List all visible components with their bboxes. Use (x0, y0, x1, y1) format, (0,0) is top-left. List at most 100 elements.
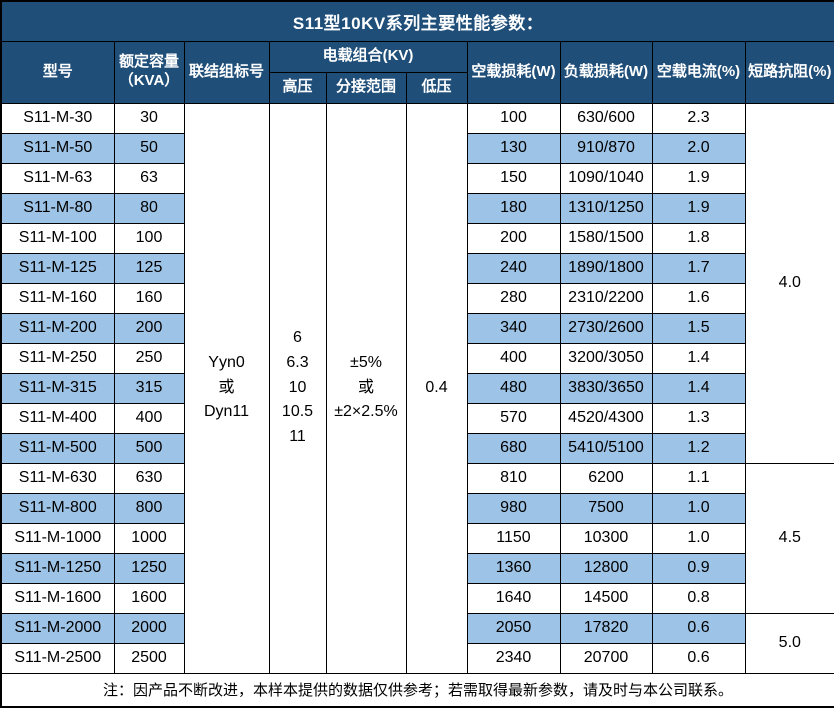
table-row: S11-M-30 30 Yyn0 或 Dyn11 6 6.3 10 10.5 11 ±5% 或 ±2×2… (0, 102, 834, 674)
no-load-loss-cell: 570 (466, 402, 561, 434)
hv-cell-line: 10 (288, 378, 307, 396)
no-load-loss-cell: 810 (466, 462, 561, 494)
no-load-loss-cell: 400 (466, 342, 561, 374)
table-row: S11-M-100 100 200 1580/1500 1.8 (0, 222, 834, 254)
col-header-model: 型号 (0, 40, 115, 104)
no-load-current-cell: 1.2 (651, 432, 746, 464)
model-cell: S11-M-80 (0, 192, 115, 224)
no-load-loss-cell: 2340 (466, 642, 561, 674)
lv-cell: 0.4 (405, 102, 468, 674)
no-load-current-cell: 1.8 (651, 222, 746, 254)
title-row: S11型10KV系列主要性能参数： (0, 0, 834, 42)
table-row: S11-M-2500 2500 2340 20700 0.6 (0, 642, 834, 674)
load-loss-cell: 630/600 (559, 102, 653, 134)
no-load-current-cell: 0.8 (651, 582, 746, 614)
header-row-2: 高压 分接范围 低压 (1, 71, 834, 104)
model-cell: S11-M-30 (0, 102, 115, 134)
table-body: S11-M-30 30 Yyn0 或 Dyn11 6 6.3 10 10.5 11 ±5% 或 ±2×2… (0, 102, 834, 674)
hv-cell-line: 10.5 (281, 403, 314, 421)
col-header-lv: 低压 (405, 71, 468, 104)
load-loss-cell: 10300 (559, 522, 653, 554)
capacity-cell: 1250 (113, 552, 185, 584)
capacity-cell: 80 (113, 192, 185, 224)
col-header-capacity: 额定容量 （KVA） (113, 40, 185, 104)
no-load-loss-cell: 1150 (466, 522, 561, 554)
col-header-impedance: 短路抗阻(%) (744, 40, 834, 104)
table-row: S11-M-800 800 980 7500 1.0 (0, 492, 834, 524)
hv-cell: 6 6.3 10 10.5 11 (268, 102, 327, 674)
no-load-current-cell: 1.9 (651, 162, 746, 194)
capacity-cell: 63 (113, 162, 185, 194)
tap-range-cell-line: ±2×2.5% (334, 403, 398, 421)
col-header-capacity-line2: （KVA） (118, 72, 180, 89)
no-load-current-cell: 1.0 (651, 522, 746, 554)
model-cell: S11-M-315 (0, 372, 115, 404)
load-loss-cell: 1090/1040 (559, 162, 653, 194)
table-row: S11-M-160 160 280 2310/2200 1.6 (0, 282, 834, 314)
no-load-current-cell: 1.4 (651, 372, 746, 404)
model-cell: S11-M-400 (0, 402, 115, 434)
no-load-current-cell: 2.3 (651, 102, 746, 134)
no-load-current-cell: 1.0 (651, 492, 746, 524)
load-loss-cell: 2310/2200 (559, 282, 653, 314)
capacity-cell: 2000 (113, 612, 185, 644)
load-loss-cell: 5410/5100 (559, 432, 653, 464)
load-loss-cell: 7500 (559, 492, 653, 524)
model-cell: S11-M-50 (0, 132, 115, 164)
no-load-loss-cell: 280 (466, 282, 561, 314)
capacity-cell: 315 (113, 372, 185, 404)
no-load-current-cell: 0.6 (651, 642, 746, 674)
no-load-loss-cell: 1360 (466, 552, 561, 584)
no-load-current-cell: 1.4 (651, 342, 746, 374)
tap-range-cell: ±5% 或 ±2×2.5% (325, 102, 407, 674)
load-loss-cell: 2730/2600 (559, 312, 653, 344)
model-cell: S11-M-200 (0, 312, 115, 344)
model-cell: S11-M-1600 (0, 582, 115, 614)
no-load-loss-cell: 980 (466, 492, 561, 524)
table-row: S11-M-400 400 570 4520/4300 1.3 (0, 402, 834, 434)
capacity-cell: 2500 (113, 642, 185, 674)
no-load-loss-cell: 200 (466, 222, 561, 254)
load-loss-cell: 4520/4300 (559, 402, 653, 434)
col-header-no-load-loss: 空载损耗(W) (466, 40, 561, 104)
table-row: S11-M-630 630 810 6200 1.1 4.5 (0, 462, 834, 614)
hv-cell-line: 6 (293, 329, 302, 346)
no-load-loss-cell: 2050 (466, 612, 561, 644)
table-row: S11-M-1250 1250 1360 12800 0.9 (0, 552, 834, 584)
load-loss-cell: 6200 (559, 462, 653, 494)
no-load-loss-cell: 680 (466, 432, 561, 464)
capacity-cell: 630 (113, 462, 185, 494)
capacity-cell: 1000 (113, 522, 185, 554)
no-load-current-cell: 0.6 (651, 612, 746, 644)
capacity-cell: 1600 (113, 582, 185, 614)
load-loss-cell: 3830/3650 (559, 372, 653, 404)
table-row: S11-M-50 50 130 910/870 2.0 (0, 132, 834, 164)
load-loss-cell: 1890/1800 (559, 252, 653, 284)
tap-range-cell-line: 或 (357, 378, 374, 396)
capacity-cell: 200 (113, 312, 185, 344)
model-cell: S11-M-125 (0, 252, 115, 284)
impedance-cell: 4.0 (744, 102, 834, 464)
capacity-cell: 500 (113, 432, 185, 464)
model-cell: S11-M-2500 (0, 642, 115, 674)
load-loss-cell: 14500 (559, 582, 653, 614)
no-load-current-cell: 2.0 (651, 132, 746, 164)
capacity-cell: 125 (113, 252, 185, 284)
table-row: S11-M-315 315 480 3830/3650 1.4 (0, 372, 834, 404)
no-load-loss-cell: 1640 (466, 582, 561, 614)
tap-range-cell-line: ±5% (350, 353, 382, 371)
model-cell: S11-M-160 (0, 282, 115, 314)
table-row: S11-M-200 200 340 2730/2600 1.5 (0, 312, 834, 344)
no-load-loss-cell: 240 (466, 252, 561, 284)
model-cell: S11-M-1250 (0, 552, 115, 584)
no-load-current-cell: 1.6 (651, 282, 746, 314)
header-row-1: 型号 额定容量 （KVA） 联结组标号 电载组合(KV) 空载损耗(W) 负载损… (0, 40, 834, 104)
col-header-hv: 高压 (268, 71, 327, 104)
no-load-current-cell: 0.9 (651, 552, 746, 584)
model-cell: S11-M-2000 (0, 612, 115, 644)
model-cell: S11-M-500 (0, 432, 115, 464)
footnote: 注：因产品不断改进，本样本提供的数据仅供参考；若需取得最新参数，请及时与本公司联… (0, 672, 834, 708)
vector-group-cell: Yyn0 或 Dyn11 (183, 102, 270, 674)
capacity-cell: 30 (113, 102, 185, 134)
no-load-current-cell: 1.9 (651, 192, 746, 224)
